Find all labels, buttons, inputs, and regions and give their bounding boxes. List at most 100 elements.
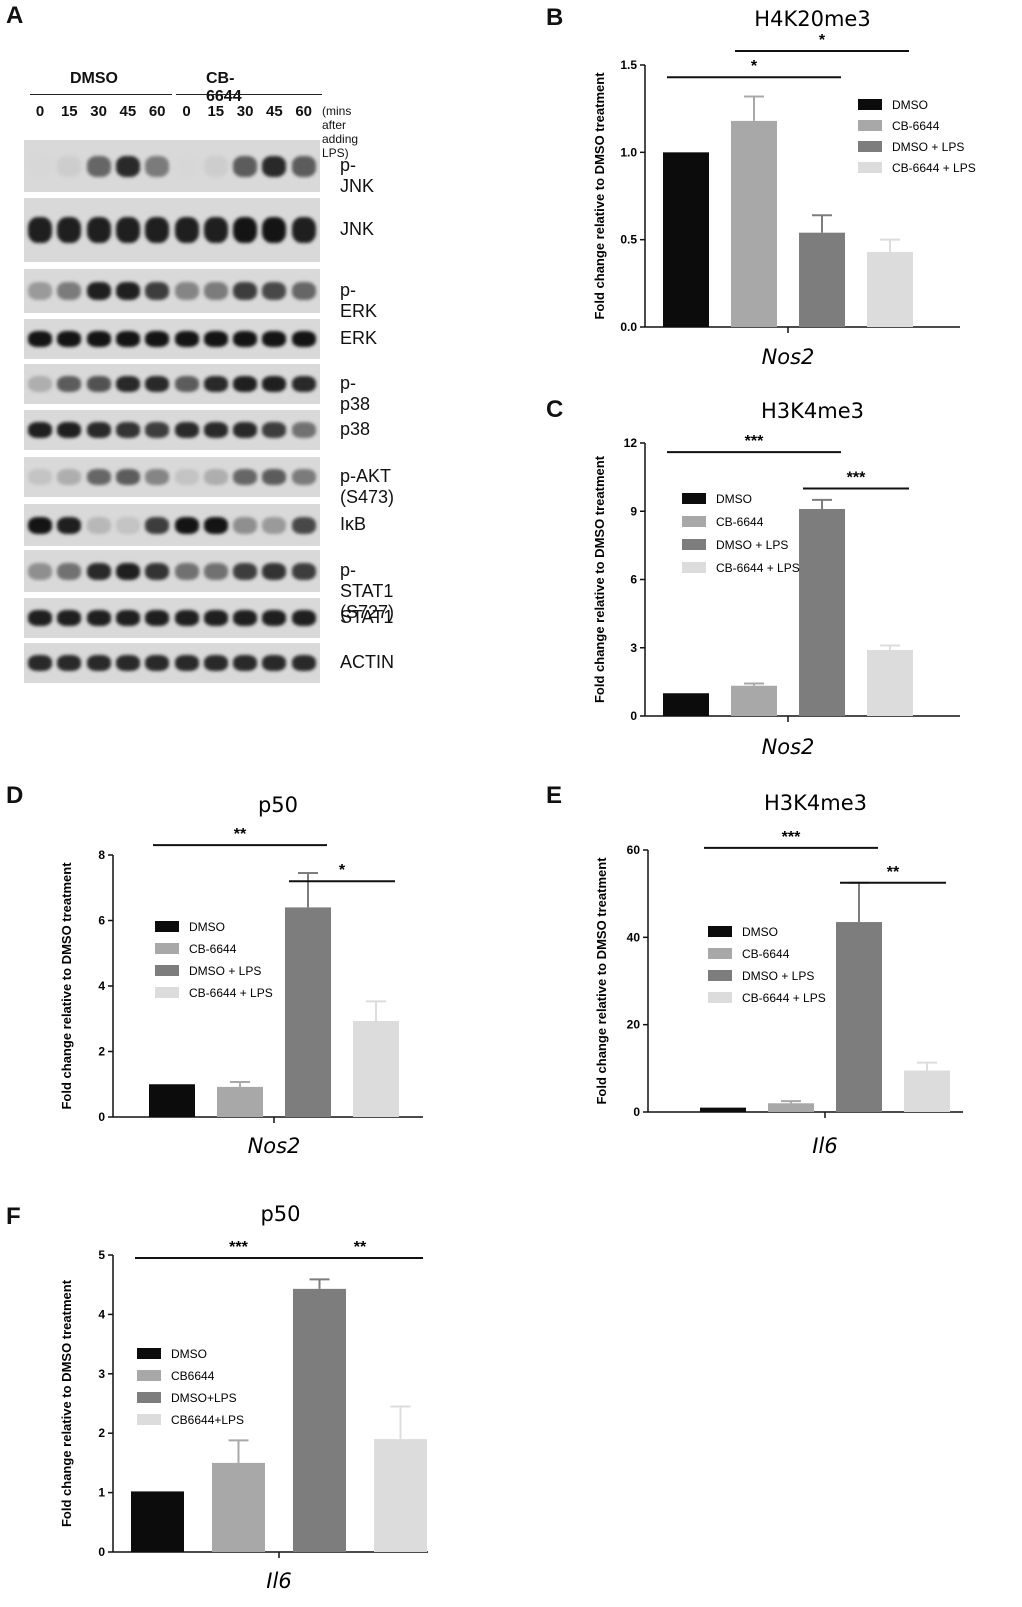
y-tick-label: 3 — [98, 1367, 105, 1381]
legend-swatch — [708, 948, 732, 959]
blot-band — [174, 217, 199, 243]
blot-band — [291, 610, 316, 626]
blot-band — [145, 282, 170, 300]
significance-label: *** — [229, 1239, 248, 1256]
blot-band — [115, 469, 140, 485]
bar — [799, 232, 845, 327]
legend-label: DMSO + LPS — [716, 538, 788, 552]
y-tick-label: 9 — [630, 504, 637, 518]
blot-band — [262, 376, 287, 392]
blot-band — [233, 331, 258, 347]
blot-band — [86, 517, 111, 534]
y-axis-label: Fold change relative to DMSO treatment — [59, 862, 74, 1110]
y-axis-label: Fold change relative to DMSO treatment — [592, 72, 607, 320]
blot-band — [57, 217, 82, 243]
blot-band — [28, 331, 52, 347]
blot-band — [233, 469, 258, 485]
blot-band — [86, 422, 111, 438]
blot-band — [28, 469, 52, 485]
legend-swatch — [858, 99, 882, 110]
legend-swatch — [682, 539, 706, 550]
legend-label: DMSO — [171, 1347, 207, 1361]
x-axis-label: Il6 — [812, 1134, 837, 1158]
blot-band — [174, 469, 199, 485]
y-tick-label: 0 — [630, 709, 637, 723]
blot-band — [203, 517, 228, 534]
blot-row-label: p-STAT1 (S727) — [340, 560, 395, 622]
blot-strip — [24, 269, 320, 313]
legend-swatch — [137, 1414, 161, 1425]
blot-band — [86, 469, 111, 485]
legend-swatch — [137, 1348, 161, 1359]
y-axis-label: Fold change relative to DMSO treatment — [594, 857, 609, 1105]
y-tick-label: 0 — [98, 1545, 105, 1559]
blot-band — [115, 376, 140, 392]
blot-row-label: p38 — [340, 419, 371, 439]
blot-band — [291, 422, 316, 438]
blot-band — [57, 422, 82, 438]
blot-band — [233, 376, 258, 392]
blot-band — [115, 331, 140, 347]
blot-band — [86, 156, 111, 177]
blot-strip — [24, 457, 320, 497]
y-tick-label: 4 — [98, 1307, 105, 1321]
legend-swatch — [155, 965, 179, 976]
bar — [353, 1021, 399, 1117]
blot-timepoint-label: 60 — [148, 103, 166, 120]
blot-row-label: p-AKT (S473) — [340, 466, 395, 507]
y-tick-label: 20 — [627, 1018, 641, 1032]
bar — [768, 1103, 814, 1112]
blot-band — [203, 376, 228, 392]
blot-strip — [24, 504, 320, 546]
significance-label: ** — [887, 864, 900, 881]
legend-swatch — [708, 992, 732, 1003]
legend-swatch — [155, 921, 179, 932]
y-axis-label: Fold change relative to DMSO treatment — [59, 1279, 74, 1527]
blot-band — [86, 563, 111, 580]
blot-band — [28, 610, 52, 626]
panel-letter-b: B — [546, 4, 564, 31]
blot-band — [57, 469, 82, 485]
blot-band — [145, 563, 170, 580]
blot-timepoint-label: 0 — [182, 103, 191, 120]
bar — [285, 907, 331, 1117]
bar — [731, 120, 777, 327]
chart-f-p50-il6: p50 0 1 2 3 4 5 Fold change relative to DMSO tr… — [59, 1202, 428, 1593]
blot-band — [145, 422, 170, 438]
significance-label: *** — [782, 829, 801, 846]
blot-band — [57, 376, 82, 392]
blot-band — [233, 563, 258, 580]
y-tick-label: 2 — [98, 1045, 105, 1059]
blot-band — [203, 563, 228, 580]
y-axis-label: Fold change relative to DMSO treatment — [592, 455, 607, 703]
bar — [799, 508, 845, 716]
y-tick-label: 6 — [630, 573, 637, 587]
blot-band — [28, 156, 52, 177]
y-tick-label: 2 — [98, 1426, 105, 1440]
blot-band — [203, 282, 228, 300]
blot-band — [145, 469, 170, 485]
legend-label: CB-6644 — [716, 515, 764, 529]
y-tick-label: 6 — [98, 914, 105, 928]
chart-d-p50-nos2: p50 0 2 4 6 8 Fold change relative to DMSO tre… — [59, 793, 423, 1158]
panel-letter-f: F — [6, 1203, 21, 1230]
x-axis-label: Nos2 — [248, 1134, 301, 1158]
blot-timepoint-label: 45 — [266, 103, 283, 120]
bar — [700, 1107, 746, 1112]
blot-timepoint-label: 45 — [119, 103, 137, 120]
blot-strip — [24, 643, 320, 683]
blot-row-label: p-p38 — [340, 373, 371, 414]
panel-letter-e: E — [546, 782, 563, 809]
blot-band — [262, 282, 287, 300]
blot-band — [115, 517, 140, 534]
blot-band — [115, 655, 140, 671]
blot-band — [28, 517, 52, 534]
blot-row-label: p-JNK — [340, 155, 375, 196]
y-tick-label: 0.5 — [620, 233, 637, 247]
blot-band — [28, 655, 52, 671]
y-tick-label: 0 — [633, 1105, 640, 1119]
significance-label: *** — [745, 433, 764, 450]
blot-band — [115, 422, 140, 438]
blot-band — [203, 422, 228, 438]
chart-b-h4k20me3-nos2: H4K20me3 0.0 0.5 1.0 1.5 Fold change relative… — [592, 7, 976, 369]
